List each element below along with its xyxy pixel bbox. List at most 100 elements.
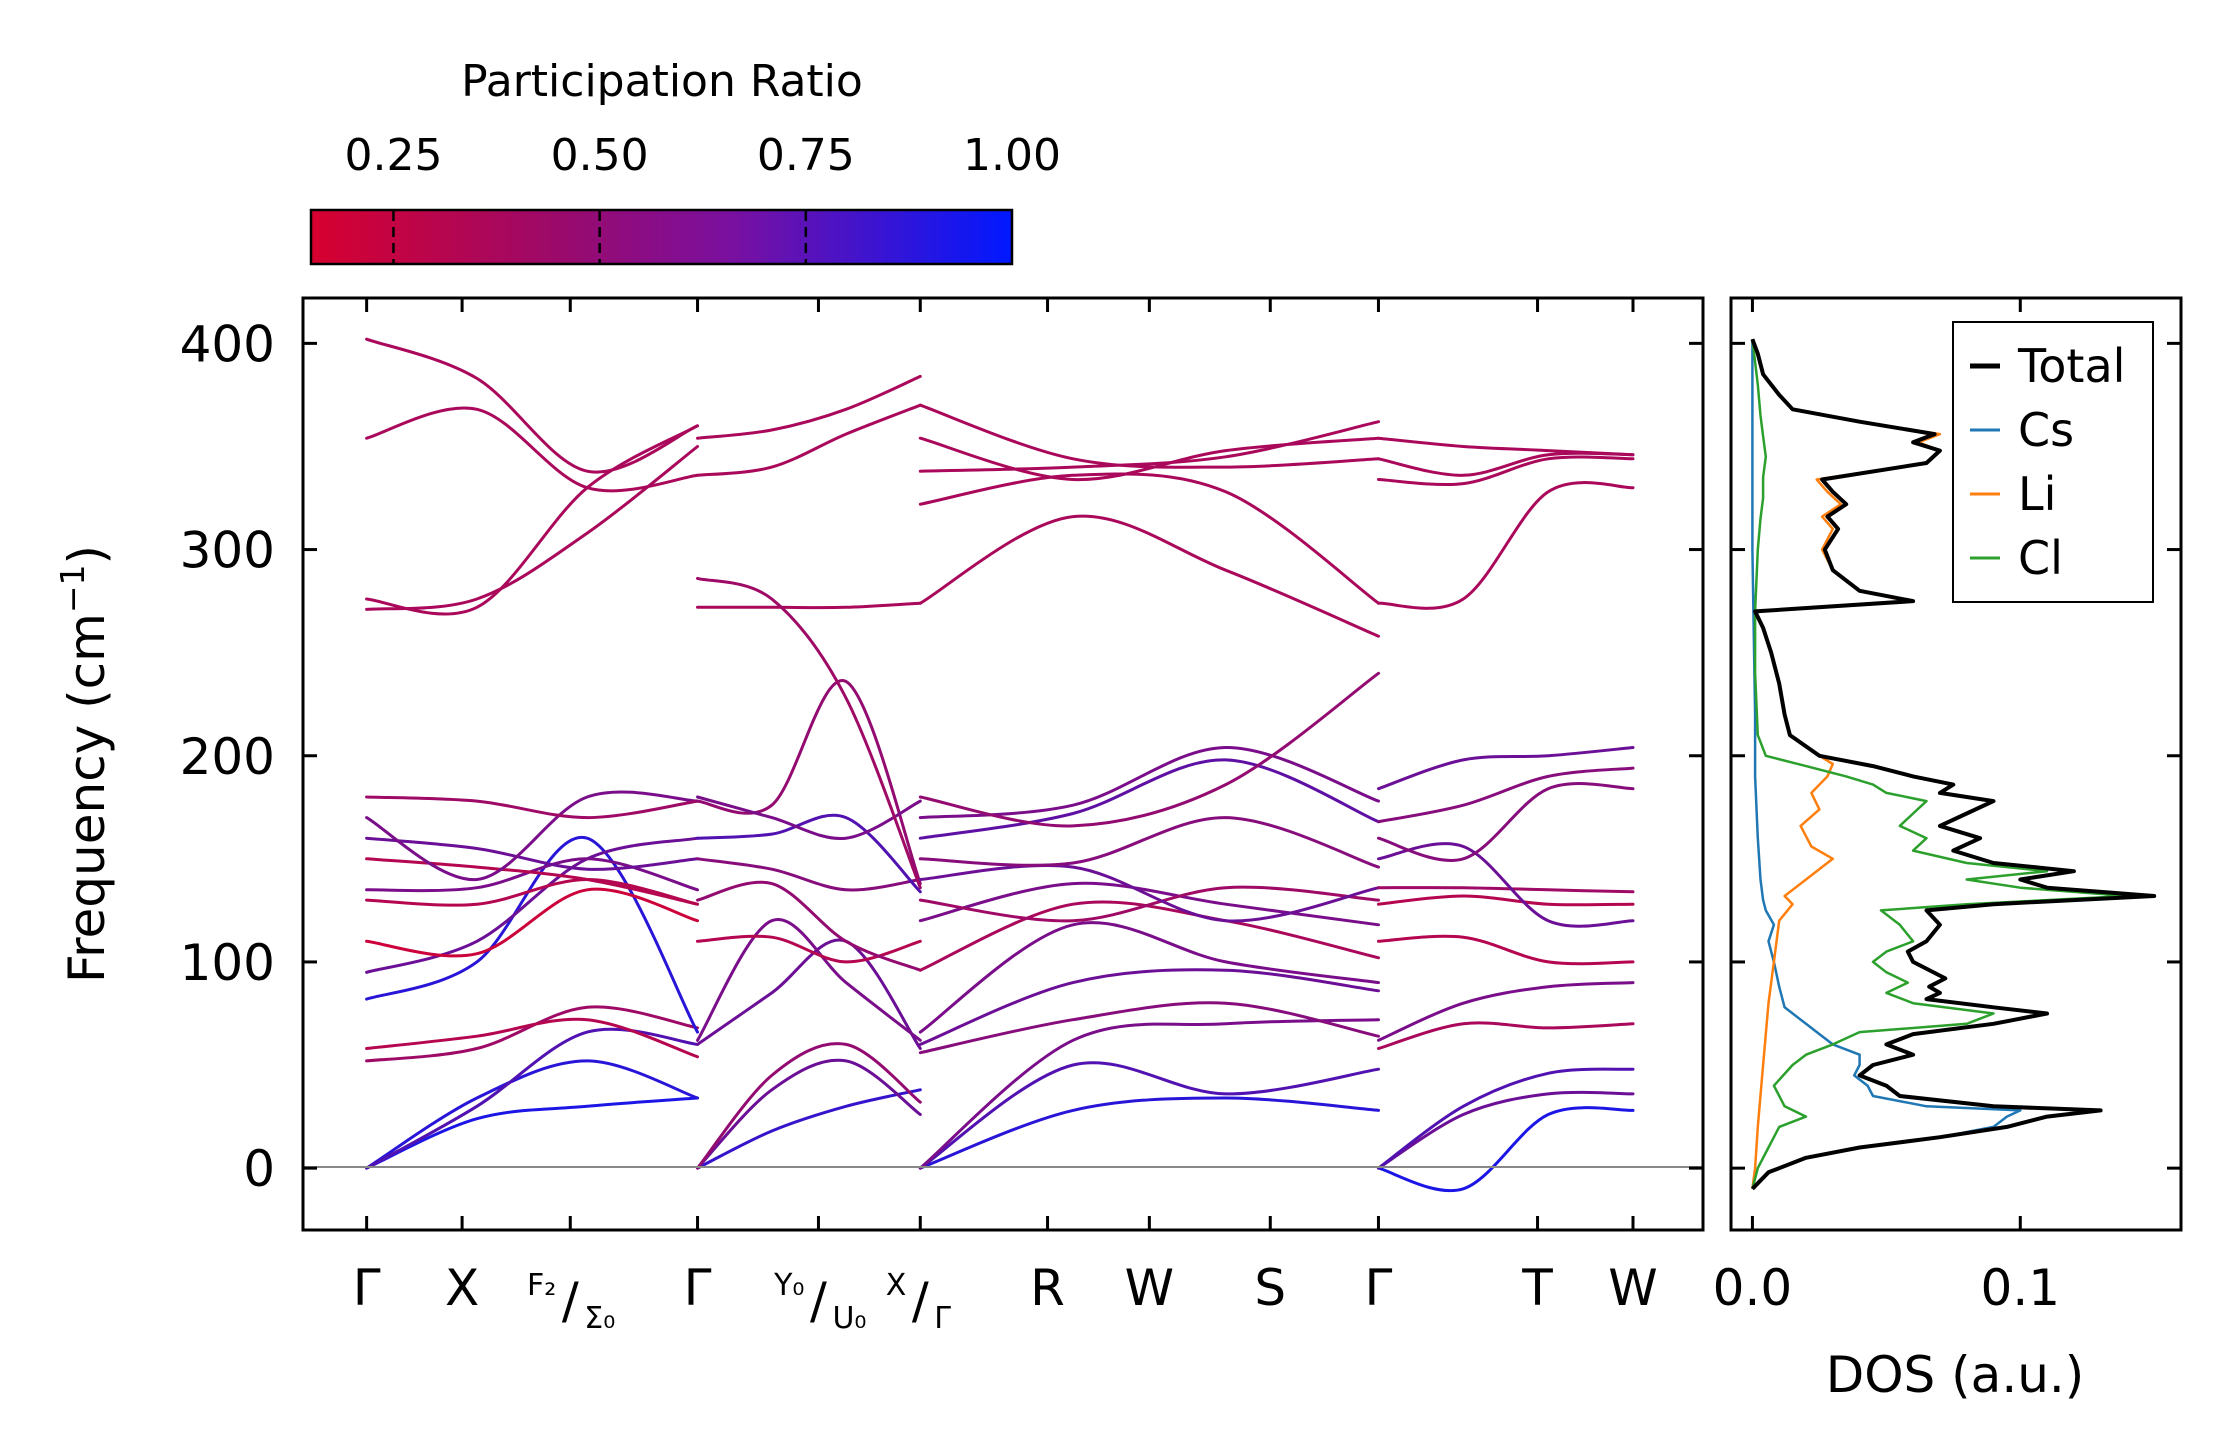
k-point-label-right: Γ <box>934 1301 951 1336</box>
phonon-band <box>365 1027 699 1170</box>
dos-x-tick-label: 0.0 <box>1713 1259 1793 1317</box>
phonon-band <box>918 885 1380 923</box>
k-point-label: F₂ / Σ₀ <box>527 1268 615 1336</box>
phonon-band <box>696 403 922 477</box>
colorbar-tick-label: 0.25 <box>344 130 442 181</box>
phonon-band <box>365 877 699 907</box>
k-point-label-left: Y₀ <box>773 1268 804 1303</box>
phonon-band <box>1377 746 1635 791</box>
dos-curve-total <box>1750 338 2157 1191</box>
phonon-band <box>365 836 699 871</box>
k-point-label: Y₀ / U₀ <box>773 1268 866 1336</box>
k-point-label-slash: / <box>912 1272 929 1330</box>
legend-items: Total Cs Li Cl <box>1970 339 2125 585</box>
dos-curve-cl <box>1751 339 2129 1190</box>
k-point-label: Γ <box>684 1259 712 1317</box>
phonon-band <box>918 436 1380 482</box>
k-point-label-right: U₀ <box>832 1301 866 1336</box>
phonon-band <box>918 472 1380 605</box>
phonon-band <box>918 1001 1380 1055</box>
phonon-band <box>1377 455 1635 487</box>
band-frame <box>301 296 1705 1232</box>
phonon-band <box>918 403 1380 469</box>
phonon-band <box>918 881 1380 927</box>
phonon-band <box>1377 886 1635 894</box>
y-axis-label-exponent: −1 <box>53 564 92 613</box>
phonon-band <box>1377 1090 1635 1170</box>
y-axis-label: Frequency (cm−1) <box>53 545 116 983</box>
colorbar-tick-label: 1.00 <box>963 130 1061 181</box>
phonon-band <box>696 934 922 964</box>
k-point-label-left: F₂ <box>527 1268 556 1303</box>
colorbar-tick-label: 0.50 <box>551 130 649 181</box>
phonon-band <box>1377 1067 1635 1170</box>
phonon-band <box>696 795 922 840</box>
phonon-band <box>365 836 699 974</box>
x-axis-ticks: Γ X F₂ / Σ₀Γ Y₀ / U₀X / ΓR W S Γ T W <box>353 298 1658 1336</box>
phonon-band <box>1377 436 1635 457</box>
y-axis-ticks: 0 100 200 300 400 <box>180 315 1703 1198</box>
y-axis-label-close: ) <box>58 545 116 565</box>
dos-panel: 0.0 0.1 DOS (a.u.) Total Cs Li Cl <box>1713 296 2183 1404</box>
phonon-band <box>365 887 699 958</box>
colorbar-tick-label: 0.75 <box>757 130 855 181</box>
y-tick-label: 200 <box>180 728 275 786</box>
dos-x-axis-label: DOS (a.u.) <box>1826 1346 2085 1404</box>
phonon-band <box>365 857 699 906</box>
phonon-band <box>696 938 922 1050</box>
legend-label: Cs <box>2018 403 2074 457</box>
phonon-band <box>365 1017 699 1059</box>
phonon-band <box>696 918 922 1042</box>
dos-lines <box>1750 338 2157 1191</box>
phonon-band <box>1377 1106 1635 1192</box>
phonon-band <box>918 816 1380 869</box>
phonon-band <box>696 1058 922 1170</box>
phonon-band <box>918 968 1380 1046</box>
phonon-band <box>1377 981 1635 1042</box>
phonon-band <box>365 1096 699 1170</box>
k-point-label: Γ <box>1365 1259 1393 1317</box>
legend-label: Li <box>2018 467 2056 521</box>
phonon-band <box>918 420 1380 473</box>
legend-label: Total <box>2017 339 2125 393</box>
phonon-band <box>696 813 922 894</box>
phonon-band <box>696 857 922 892</box>
phonon-band <box>696 1042 922 1170</box>
phonon-band <box>365 1059 699 1170</box>
dos-axis-ticks: 0.0 0.1 <box>1713 298 2181 1317</box>
phonon-band <box>918 921 1380 1034</box>
colorbar-title: Participation Ratio <box>461 56 863 107</box>
k-point-label: T <box>1521 1259 1553 1317</box>
phonon-band <box>696 1088 922 1170</box>
legend-box <box>1952 321 2154 603</box>
colorbar-tick-labels: 0.25 0.50 0.75 1.00 <box>344 130 1060 181</box>
band-lines <box>365 337 1635 1192</box>
phonon-band <box>918 1018 1380 1170</box>
phonon-band <box>918 514 1380 638</box>
phonon-band <box>365 835 699 1034</box>
phonon-band <box>1377 1021 1635 1050</box>
y-tick-label: 300 <box>180 522 275 580</box>
phonon-band <box>918 671 1380 828</box>
k-point-label-left: X <box>886 1268 907 1303</box>
k-point-label-slash: / <box>810 1272 827 1330</box>
k-point-label: X <box>445 1259 479 1317</box>
colorbar: Participation Ratio 0.25 0.50 0.75 1.00 <box>309 56 1061 266</box>
phonon-band <box>365 445 699 611</box>
phonon-band <box>918 863 1380 923</box>
phonon-band <box>1377 766 1635 824</box>
phonon-band <box>1377 842 1635 928</box>
k-point-label: Γ <box>353 1259 381 1317</box>
y-tick-label: 100 <box>180 934 275 992</box>
colorbar-gradient <box>309 208 1014 266</box>
phonon-band <box>918 758 1380 840</box>
phonon-band <box>365 337 699 474</box>
phonon-band <box>696 576 922 890</box>
phonon-band <box>918 1061 1380 1170</box>
dos-frame <box>1729 296 2183 1232</box>
y-tick-label: 0 <box>243 1140 275 1198</box>
phonon-band <box>696 679 922 886</box>
phonon-band <box>696 601 922 610</box>
